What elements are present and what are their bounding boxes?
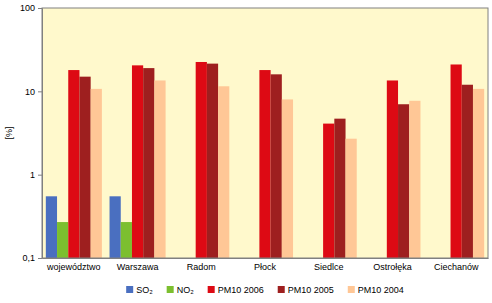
legend-item: NO₂ — [167, 285, 195, 295]
y-axis: 0,1 1 10 100 — [20, 3, 43, 263]
x-tick: województwo — [46, 258, 101, 272]
legend-item: SO₂ — [126, 285, 153, 295]
bar — [218, 86, 229, 258]
legend-swatch — [167, 286, 174, 293]
bar — [259, 70, 270, 258]
x-tick: Radom — [187, 258, 216, 272]
y-tick-mark — [38, 8, 42, 9]
x-tick: Warszawa — [117, 258, 159, 272]
x-tick: Siedlce — [314, 258, 344, 272]
y-tick: 1 — [30, 170, 42, 180]
legend-label: PM10 2004 — [358, 285, 404, 295]
y-tick-mark — [38, 175, 42, 176]
plot-frame — [42, 8, 488, 258]
bar — [132, 65, 143, 258]
bar — [323, 124, 334, 258]
x-tick-label: województwo — [46, 262, 101, 272]
chart: 0,1 1 10 100 województwo Warszawa Radom Płock Si… — [0, 0, 492, 303]
bar — [462, 85, 473, 258]
x-axis-line — [43, 258, 489, 259]
bar — [409, 101, 420, 258]
bars — [46, 62, 484, 258]
legend-swatch — [126, 286, 133, 293]
plot-background — [42, 8, 488, 258]
bar — [121, 222, 132, 258]
bar — [196, 62, 207, 258]
bar — [46, 196, 57, 258]
y-tick: 0,1 — [22, 253, 42, 263]
legend-item: PM10 2004 — [348, 285, 404, 295]
y-tick: 100 — [20, 3, 42, 13]
bar — [473, 89, 484, 258]
legend-label: PM10 2005 — [288, 285, 334, 295]
x-tick-label: Ciechanów — [434, 262, 479, 272]
x-tick-label: Siedlce — [314, 262, 344, 272]
bar — [398, 104, 409, 258]
legend-swatch — [208, 286, 215, 293]
x-tick-label: Radom — [187, 262, 216, 272]
y-tick-label: 10 — [25, 87, 35, 97]
bar — [110, 196, 121, 258]
legend-swatch — [278, 286, 285, 293]
plot: 0,1 1 10 100 województwo Warszawa Radom Płock Si… — [20, 3, 489, 272]
bar — [207, 64, 218, 258]
y-tick-label: 0,1 — [22, 253, 35, 263]
legend-item: PM10 2006 — [208, 285, 264, 295]
bar — [282, 99, 293, 258]
legend: SO₂ NO₂ PM10 2006 PM10 2005 PM10 2004 — [126, 285, 404, 295]
x-tick-label: Warszawa — [117, 262, 159, 272]
bar — [334, 119, 345, 258]
bar — [271, 74, 282, 258]
bar — [143, 68, 154, 258]
legend-label: NO₂ — [177, 285, 195, 295]
legend-label: SO₂ — [136, 285, 153, 295]
x-tick: Płock — [254, 258, 277, 272]
x-tick-label: Płock — [254, 262, 277, 272]
y-axis-title: [%] — [4, 126, 14, 139]
x-tick: Ciechanów — [434, 258, 479, 272]
bar — [68, 70, 79, 258]
bar — [79, 77, 90, 258]
y-tick-label: 100 — [20, 3, 35, 13]
legend-item: PM10 2005 — [278, 285, 334, 295]
y-tick: 10 — [25, 87, 42, 97]
legend-label: PM10 2006 — [218, 285, 264, 295]
y-tick-label: 1 — [30, 170, 35, 180]
bar — [154, 80, 165, 258]
y-tick-mark — [38, 91, 42, 92]
bar — [91, 89, 102, 258]
bar — [346, 139, 357, 258]
bar — [451, 64, 462, 258]
bar — [387, 80, 398, 258]
legend-swatch — [348, 286, 355, 293]
x-tick: Ostrołęka — [373, 258, 412, 272]
x-axis: województwo Warszawa Radom Płock Siedlce Ostr… — [43, 258, 489, 272]
y-tick-mark — [38, 258, 42, 259]
x-tick-label: Ostrołęka — [373, 262, 412, 272]
y-axis-line — [38, 9, 43, 259]
bar — [57, 222, 68, 258]
